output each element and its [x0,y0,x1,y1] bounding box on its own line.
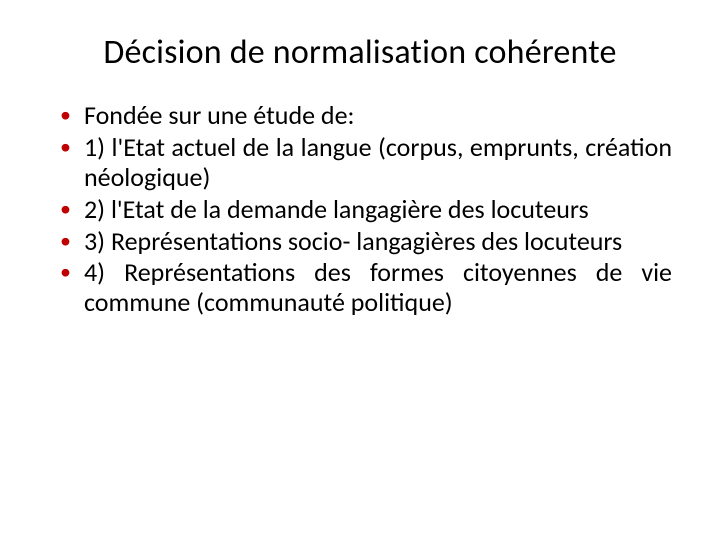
list-item: 3) Représentations socio- langagières de… [56,227,672,257]
slide-title: Décision de normalisation cohérente [48,32,672,73]
list-item: 4) Représentations des formes citoyennes… [56,258,672,318]
slide-container: Décision de normalisation cohérente Fond… [0,0,720,540]
list-item: Fondée sur une étude de: [56,101,672,131]
list-item: 1) l'Etat actuel de la langue (corpus, e… [56,133,672,193]
slide-body: Fondée sur une étude de: 1) l'Etat actue… [48,101,672,318]
list-item: 2) l'Etat de la demande langagière des l… [56,195,672,225]
bullet-list: Fondée sur une étude de: 1) l'Etat actue… [56,101,672,318]
